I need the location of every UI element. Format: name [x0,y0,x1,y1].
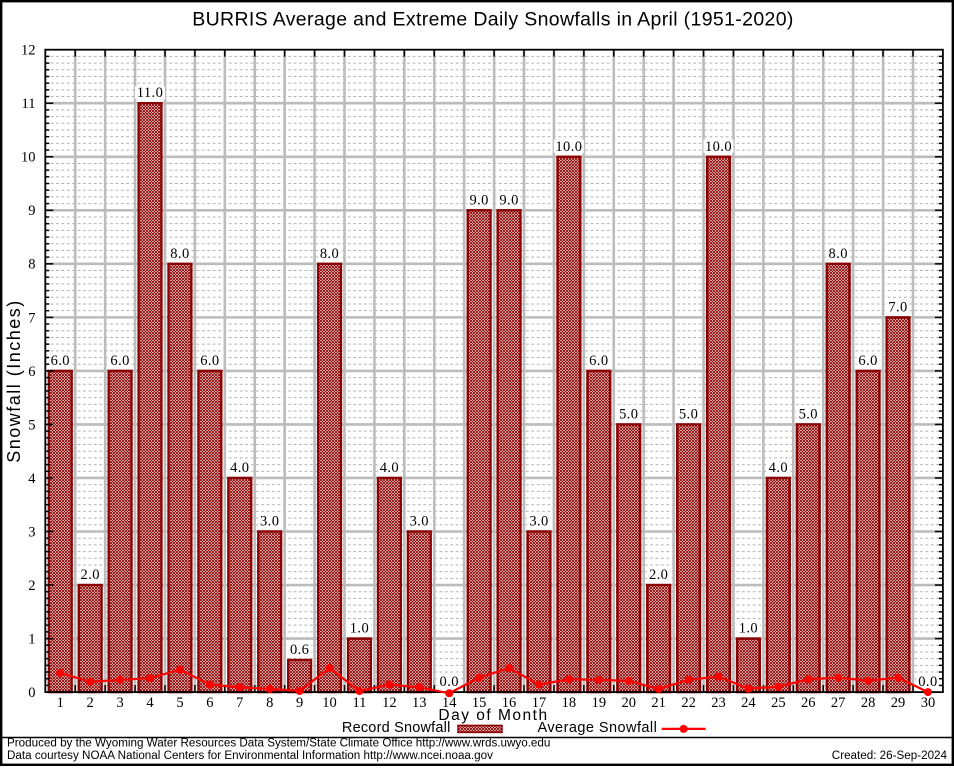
svg-text:4: 4 [146,695,154,711]
svg-text:11: 11 [22,96,36,112]
svg-text:3.0: 3.0 [529,514,548,530]
svg-text:13: 13 [412,695,427,711]
svg-text:Produced by the Wyoming Water: Produced by the Wyoming Water Resources … [7,737,550,750]
svg-text:0.6: 0.6 [290,642,309,658]
svg-text:5: 5 [176,695,183,711]
svg-text:2: 2 [28,578,35,594]
svg-text:25: 25 [771,695,786,711]
svg-text:5: 5 [28,417,35,433]
svg-text:3.0: 3.0 [410,514,429,530]
svg-text:Record Snowfall: Record Snowfall [342,720,451,736]
svg-text:9: 9 [28,203,35,219]
svg-text:23: 23 [711,695,726,711]
svg-text:14: 14 [442,695,457,711]
svg-text:Day of Month: Day of Month [438,707,548,724]
svg-text:30: 30 [921,695,936,711]
svg-text:22: 22 [681,695,696,711]
svg-text:7: 7 [28,310,35,326]
svg-text:6.0: 6.0 [858,353,877,369]
svg-text:18: 18 [562,695,577,711]
svg-text:16: 16 [502,695,517,711]
svg-text:10: 10 [322,695,337,711]
svg-text:20: 20 [621,695,636,711]
svg-text:5.0: 5.0 [679,406,698,422]
svg-text:3: 3 [116,695,123,711]
svg-text:BURRIS Average and Extreme Dai: BURRIS Average and Extreme Daily Snowfal… [192,9,794,31]
svg-text:27: 27 [831,695,846,711]
svg-text:5.0: 5.0 [619,406,638,422]
svg-text:26: 26 [801,695,816,711]
svg-text:1: 1 [28,631,35,647]
svg-text:3.0: 3.0 [260,514,279,530]
svg-text:1.0: 1.0 [739,621,758,637]
svg-text:6.0: 6.0 [200,353,219,369]
svg-text:21: 21 [651,695,666,711]
svg-text:8.0: 8.0 [829,246,848,262]
svg-text:2.0: 2.0 [649,567,668,583]
svg-text:4: 4 [28,471,36,487]
svg-text:29: 29 [891,695,906,711]
svg-text:9: 9 [296,695,303,711]
svg-text:10: 10 [21,150,36,166]
svg-text:12: 12 [21,43,36,59]
svg-text:5.0: 5.0 [799,406,818,422]
svg-text:8: 8 [266,695,273,711]
svg-text:11.0: 11.0 [137,85,163,101]
svg-text:Data courtesy NOAA National Ce: Data courtesy NOAA National Centers for … [7,749,493,762]
svg-text:4.0: 4.0 [769,460,788,476]
svg-text:Created: 26-Sep-2024: Created: 26-Sep-2024 [832,749,948,762]
svg-text:0.0: 0.0 [918,674,937,690]
svg-text:4.0: 4.0 [230,460,249,476]
svg-text:2.0: 2.0 [81,567,100,583]
svg-text:8.0: 8.0 [170,246,189,262]
svg-text:24: 24 [741,695,756,711]
svg-text:9.0: 9.0 [499,192,518,208]
svg-text:1.0: 1.0 [350,621,369,637]
svg-text:1: 1 [57,695,64,711]
svg-text:3: 3 [28,524,35,540]
svg-text:8.0: 8.0 [320,246,339,262]
svg-text:19: 19 [592,695,607,711]
svg-text:28: 28 [861,695,876,711]
svg-text:6.0: 6.0 [51,353,70,369]
svg-text:10.0: 10.0 [705,139,732,155]
svg-text:Average Snowfall: Average Snowfall [538,720,658,736]
svg-text:15: 15 [472,695,487,711]
svg-text:7: 7 [236,695,243,711]
svg-text:12: 12 [382,695,397,711]
svg-text:7.0: 7.0 [888,299,907,315]
svg-text:2: 2 [87,695,94,711]
svg-text:4.0: 4.0 [380,460,399,476]
svg-text:6: 6 [28,364,35,380]
svg-text:11: 11 [352,695,366,711]
svg-text:6.0: 6.0 [110,353,129,369]
svg-text:0: 0 [28,685,35,701]
svg-text:6.0: 6.0 [589,353,608,369]
svg-text:Snowfall (Inches): Snowfall (Inches) [4,299,24,463]
svg-text:9.0: 9.0 [469,192,488,208]
svg-text:0.0: 0.0 [440,674,459,690]
svg-text:17: 17 [532,695,547,711]
svg-text:10.0: 10.0 [555,139,582,155]
svg-text:8: 8 [28,257,35,273]
svg-text:6: 6 [206,695,213,711]
